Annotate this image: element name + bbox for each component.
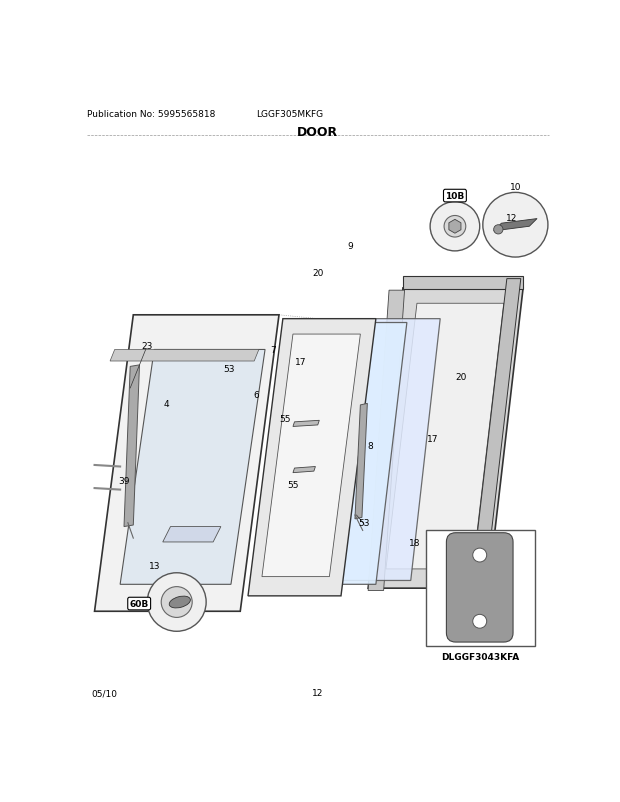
Polygon shape xyxy=(293,467,316,473)
Text: 18: 18 xyxy=(409,538,420,548)
Text: 13: 13 xyxy=(149,561,161,570)
Text: 20: 20 xyxy=(312,269,324,277)
Polygon shape xyxy=(472,279,521,573)
Text: 4: 4 xyxy=(164,399,169,408)
Text: 10B: 10B xyxy=(445,192,464,200)
Text: 60B: 60B xyxy=(130,599,149,608)
Text: 12: 12 xyxy=(312,689,324,698)
Polygon shape xyxy=(294,323,407,585)
Circle shape xyxy=(430,202,480,252)
Polygon shape xyxy=(124,366,140,527)
Text: 05/10: 05/10 xyxy=(92,689,117,698)
Text: 7: 7 xyxy=(270,346,276,354)
Ellipse shape xyxy=(169,597,190,608)
Text: DOOR: DOOR xyxy=(297,125,339,139)
Polygon shape xyxy=(449,220,461,234)
Polygon shape xyxy=(94,315,279,611)
Text: 53: 53 xyxy=(223,365,234,374)
Text: Publication No: 5995565818: Publication No: 5995565818 xyxy=(87,110,215,119)
Polygon shape xyxy=(386,304,503,569)
Text: LGGF305MKFG: LGGF305MKFG xyxy=(255,110,323,119)
Text: 12: 12 xyxy=(506,213,517,222)
Text: 23: 23 xyxy=(141,342,153,350)
Text: 17: 17 xyxy=(295,357,306,366)
Polygon shape xyxy=(368,289,523,589)
Circle shape xyxy=(472,549,487,562)
Text: 53: 53 xyxy=(358,519,370,528)
Circle shape xyxy=(444,217,466,237)
Polygon shape xyxy=(494,219,537,232)
Circle shape xyxy=(472,614,487,629)
Polygon shape xyxy=(120,350,265,585)
Text: 55: 55 xyxy=(287,480,299,489)
Text: 20: 20 xyxy=(456,372,467,382)
Text: 17: 17 xyxy=(427,434,438,443)
Text: DLGGF3043KFA: DLGGF3043KFA xyxy=(441,652,520,661)
Polygon shape xyxy=(110,350,259,362)
Circle shape xyxy=(494,225,503,235)
Polygon shape xyxy=(262,334,360,577)
Circle shape xyxy=(483,193,548,257)
Text: 10: 10 xyxy=(510,183,521,192)
Polygon shape xyxy=(368,291,404,591)
Text: 8: 8 xyxy=(368,442,373,451)
Circle shape xyxy=(148,573,206,631)
Text: 9: 9 xyxy=(347,241,353,251)
Polygon shape xyxy=(355,404,367,519)
FancyBboxPatch shape xyxy=(446,533,513,642)
Polygon shape xyxy=(248,319,376,596)
Circle shape xyxy=(161,587,192,618)
Text: 55: 55 xyxy=(280,415,291,423)
Text: 6: 6 xyxy=(253,390,259,399)
Polygon shape xyxy=(162,527,221,542)
Text: 39: 39 xyxy=(118,476,130,485)
Polygon shape xyxy=(334,319,440,581)
Bar xyxy=(427,531,534,646)
Polygon shape xyxy=(293,421,319,427)
Polygon shape xyxy=(403,277,523,290)
